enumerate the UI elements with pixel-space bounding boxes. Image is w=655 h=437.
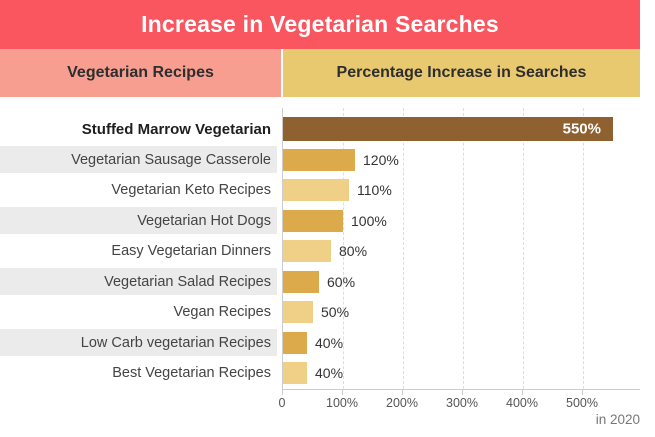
bar	[283, 179, 349, 202]
x-tick-label: 300%	[446, 396, 478, 410]
page-title: Increase in Vegetarian Searches	[141, 11, 499, 37]
x-axis-line	[282, 389, 640, 390]
value-label: 50%	[321, 304, 350, 321]
category-label: Vegetarian Sausage Casserole	[0, 146, 277, 174]
bar	[283, 240, 331, 263]
bar-cell: 60%	[283, 267, 640, 298]
bar	[283, 331, 307, 354]
footnote-year: in 2020	[595, 412, 640, 427]
value-label: 60%	[327, 273, 356, 290]
tick-mark-200	[402, 389, 403, 395]
column-header-recipes: Vegetarian Recipes	[0, 49, 281, 97]
tick-mark-0	[282, 389, 283, 395]
bar	[283, 148, 355, 171]
table-row: Stuffed Marrow Vegetarian 550%	[0, 114, 640, 145]
bar-cell: 120%	[283, 145, 640, 176]
value-label: 120%	[363, 151, 399, 168]
table-row: Vegetarian Sausage Casserole 120%	[0, 145, 640, 176]
category-label: Vegan Recipes	[173, 304, 271, 321]
table-row: Easy Vegetarian Dinners 80%	[0, 236, 640, 267]
tick-mark-300	[462, 389, 463, 395]
y-axis-line	[282, 108, 283, 389]
column-header-percentage: Percentage Increase in Searches	[283, 49, 640, 97]
bar	[283, 270, 319, 293]
tick-mark-100	[342, 389, 343, 395]
bar-cell: 50%	[283, 297, 640, 328]
bar	[283, 301, 313, 324]
value-label: 40%	[315, 334, 344, 351]
x-tick-label: 100%	[326, 396, 358, 410]
title-banner: Increase in Vegetarian Searches	[0, 0, 640, 49]
tick-mark-500	[582, 389, 583, 395]
table-row: Low Carb vegetarian Recipes 40%	[0, 328, 640, 359]
category-label: Vegetarian Salad Recipes	[0, 268, 277, 296]
x-tick-label: 200%	[386, 396, 418, 410]
bar-cell: 40%	[283, 328, 640, 359]
value-label: 550%	[562, 120, 601, 138]
category-label: Best Vegetarian Recipes	[112, 365, 271, 382]
x-tick-label: 0	[278, 396, 286, 410]
bar-cell: 100%	[283, 206, 640, 237]
bar-cell: 550%	[283, 114, 640, 145]
bar-cell: 40%	[283, 358, 640, 389]
bar	[283, 209, 343, 232]
table-row: Vegetarian Hot Dogs 100%	[0, 206, 640, 237]
table-row: Vegetarian Keto Recipes 110%	[0, 175, 640, 206]
bar-cell: 80%	[283, 236, 640, 267]
category-label: Vegetarian Hot Dogs	[0, 207, 277, 235]
table-row: Vegetarian Salad Recipes 60%	[0, 267, 640, 298]
bar	[283, 362, 307, 385]
value-label: 80%	[339, 243, 368, 260]
category-label: Stuffed Marrow Vegetarian	[81, 120, 271, 138]
category-label: Vegetarian Keto Recipes	[111, 182, 271, 199]
category-label: Easy Vegetarian Dinners	[111, 243, 271, 260]
table-row: Vegan Recipes 50%	[0, 297, 640, 328]
bar-cell: 110%	[283, 175, 640, 206]
tick-mark-400	[522, 389, 523, 395]
x-tick-label: 400%	[506, 396, 538, 410]
bar-chart: Stuffed Marrow Vegetarian 550% Vegetaria…	[0, 114, 640, 389]
value-label: 110%	[357, 182, 392, 199]
category-label: Low Carb vegetarian Recipes	[0, 329, 277, 357]
x-tick-label: 500%	[566, 396, 598, 410]
value-label: 100%	[351, 212, 387, 229]
bar: 550%	[283, 117, 613, 142]
value-label: 40%	[315, 365, 344, 382]
table-row: Best Vegetarian Recipes 40%	[0, 358, 640, 389]
